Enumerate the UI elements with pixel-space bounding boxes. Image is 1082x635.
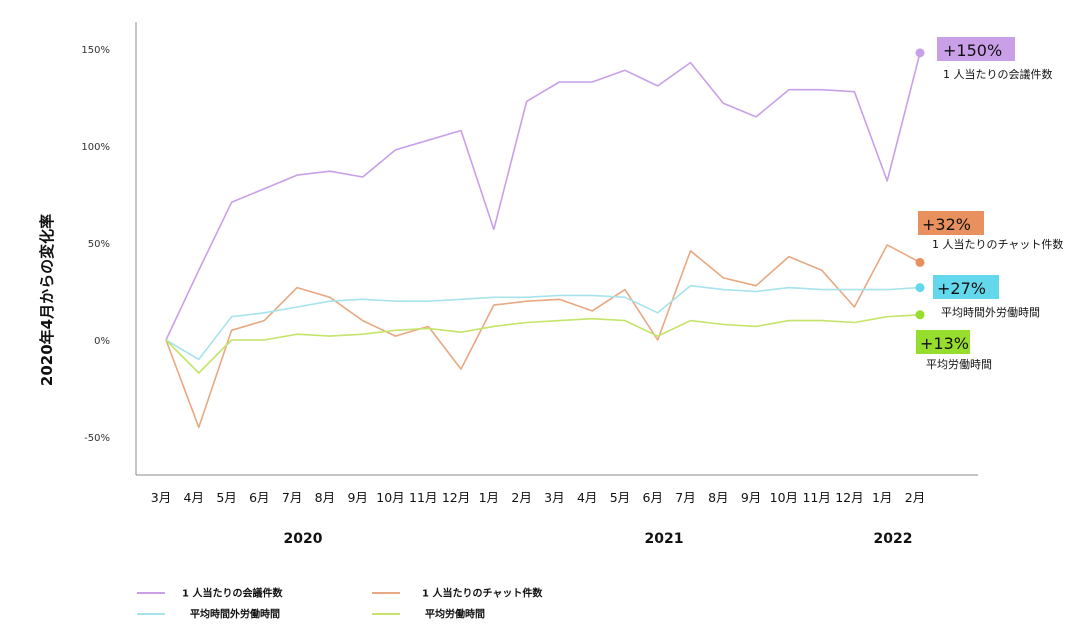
series-end-dot [915,310,925,320]
x-tick-label: 4月 [577,490,597,505]
x-tick-label: 12月 [442,490,470,505]
series-line [165,244,921,429]
x-tick-label: 10月 [376,490,404,505]
chart-axes [135,22,978,476]
x-tick-label: 6月 [249,490,269,505]
year-label: 2020 [284,531,323,547]
y-tick-labels: 150% 100% 50% 0% -50% [81,45,110,444]
y-tick-label: 0% [94,336,110,347]
callout-badge [933,275,999,299]
callout-value: +32% [922,215,971,234]
series-end-dot [915,257,925,267]
x-tick-label: 5月 [216,490,236,505]
y-tick-label: 50% [88,239,110,250]
callout-value: +13% [920,334,969,353]
y-tick-label: 100% [81,142,110,153]
x-tick-label: 11月 [802,490,830,505]
x-tick-label: 2月 [511,490,531,505]
callout-label: 1 人当たりのチャット件数 [932,237,1063,251]
legend-label: 1 人当たりの会議件数 [182,587,283,600]
legend-label: 1 人当たりのチャット件数 [422,587,543,600]
x-tick-label: 9月 [741,490,761,505]
series-line [165,314,921,374]
series-endpoints [915,48,925,320]
x-tick-label: 3月 [151,490,171,505]
callout-badge [937,37,1015,61]
callout-badge [916,330,970,354]
series-end-dot [915,283,925,293]
year-label: 2021 [645,531,684,547]
x-tick-label: 7月 [282,490,302,505]
year-labels: 2020 2021 2022 [284,531,913,547]
series-callouts: +150% 1 人当たりの会議件数 +32% 1 人当たりのチャット件数 +27% 平均時… [916,37,1063,371]
y-tick-label: -50% [84,433,110,444]
y-tick-label: 150% [81,45,110,56]
callout-badge [918,211,984,235]
x-tick-label: 2月 [905,490,925,505]
x-tick-label: 4月 [184,490,204,505]
callout-value: +27% [937,279,986,298]
x-tick-label: 5月 [610,490,630,505]
series-line [165,52,921,341]
series-lines [165,52,921,429]
x-tick-label: 8月 [315,490,335,505]
legend-label: 平均労働時間 [425,608,485,621]
legend-label: 平均時間外労働時間 [190,608,280,621]
callout-label: 平均労働時間 [926,357,992,371]
x-tick-label: 7月 [675,490,695,505]
year-label: 2022 [874,531,913,547]
x-tick-label: 9月 [347,490,367,505]
x-tick-label: 1月 [872,490,892,505]
x-tick-label: 10月 [770,490,798,505]
callout-value: +150% [943,41,1002,60]
callout-label: 平均時間外労働時間 [941,305,1040,319]
x-tick-label: 1月 [479,490,499,505]
x-tick-label: 3月 [544,490,564,505]
x-tick-label: 12月 [835,490,863,505]
series-end-dot [915,48,925,58]
callout-label: 1 人当たりの会議件数 [943,67,1053,81]
x-tick-labels: 3月 4月 5月 6月 7月 8月 9月 10月 11月 12月 1月 2月 3月 4月 5月 6月 7月 8月 9… [151,490,925,505]
x-tick-label: 8月 [708,490,728,505]
x-tick-label: 6月 [643,490,663,505]
x-tick-label: 11月 [409,490,437,505]
series-line [165,284,921,361]
y-axis-label: 2020年4月からの変化率 [38,214,56,386]
